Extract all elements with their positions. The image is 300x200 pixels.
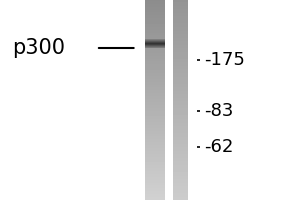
Text: -83: -83 xyxy=(204,102,233,120)
Text: p300: p300 xyxy=(12,38,65,58)
Text: -175: -175 xyxy=(204,51,245,69)
Text: -62: -62 xyxy=(204,138,233,156)
